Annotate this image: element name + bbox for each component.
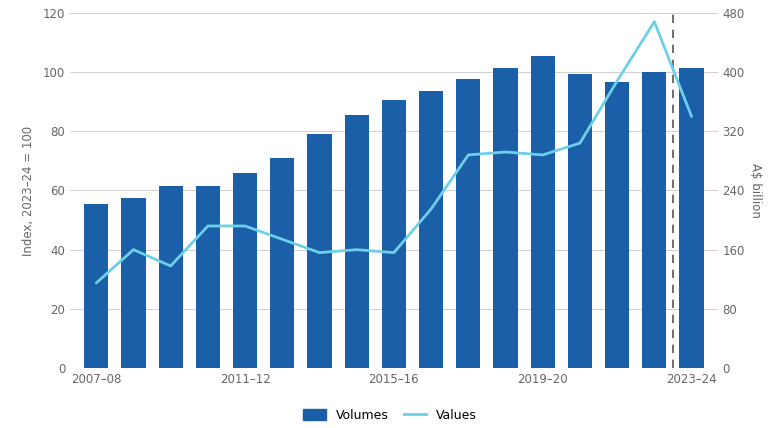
Bar xyxy=(679,68,704,368)
Y-axis label: A$ billion: A$ billion xyxy=(749,163,761,218)
Bar xyxy=(270,158,294,368)
Bar xyxy=(456,80,480,368)
Bar xyxy=(84,204,108,368)
Bar xyxy=(381,100,406,368)
Bar xyxy=(605,83,629,368)
Bar xyxy=(345,115,369,368)
Bar xyxy=(158,186,183,368)
Bar xyxy=(233,173,257,368)
Y-axis label: Index, 2023–24 = 100: Index, 2023–24 = 100 xyxy=(22,125,34,256)
Bar xyxy=(122,198,146,368)
Bar xyxy=(530,56,555,368)
Bar xyxy=(642,72,666,368)
Bar xyxy=(419,91,443,368)
Bar xyxy=(307,134,332,368)
Bar xyxy=(568,74,592,368)
Bar xyxy=(494,68,518,368)
Bar xyxy=(196,186,220,368)
Legend: Volumes, Values: Volumes, Values xyxy=(303,409,477,422)
